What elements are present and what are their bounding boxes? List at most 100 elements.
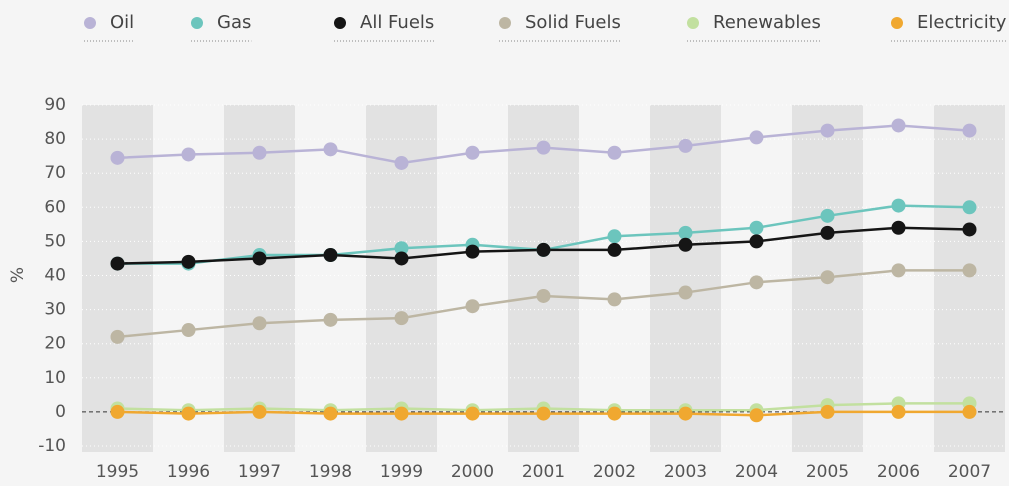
legend-label: All Fuels	[360, 12, 434, 33]
data-point	[181, 323, 196, 338]
data-point	[891, 220, 906, 235]
data-point	[607, 242, 622, 257]
data-point	[181, 254, 196, 269]
data-point	[678, 406, 693, 421]
data-point	[323, 312, 338, 327]
legend-marker	[687, 17, 699, 29]
data-point	[678, 285, 693, 300]
legend-label: Electricity	[917, 12, 1007, 33]
legend-marker	[84, 17, 96, 29]
data-point	[891, 198, 906, 213]
data-point	[465, 145, 480, 160]
legend-marker	[891, 17, 903, 29]
x-tick-label: 2004	[735, 462, 778, 482]
legend-label: Renewables	[713, 12, 821, 33]
data-point	[607, 292, 622, 307]
data-point	[394, 311, 409, 326]
data-point	[181, 147, 196, 162]
legend-marker	[191, 17, 203, 29]
data-point	[962, 404, 977, 419]
x-tick-label: 2006	[877, 462, 920, 482]
y-axis-label: %	[8, 267, 28, 283]
data-point	[820, 225, 835, 240]
data-point	[323, 406, 338, 421]
y-tick-label: 90	[44, 95, 66, 115]
data-point	[820, 270, 835, 285]
y-tick-label: 30	[44, 300, 66, 320]
data-point	[678, 237, 693, 252]
y-tick-label: 70	[44, 163, 66, 183]
data-point	[607, 229, 622, 244]
data-point	[749, 130, 764, 145]
data-point	[962, 123, 977, 138]
x-tick-label: 2002	[593, 462, 636, 482]
data-point	[465, 406, 480, 421]
data-point	[820, 123, 835, 138]
x-tick-label: 1999	[380, 462, 423, 482]
x-tick-label: 2000	[451, 462, 494, 482]
data-point	[323, 248, 338, 263]
column-band	[934, 105, 1005, 452]
data-point	[252, 404, 267, 419]
data-point	[607, 145, 622, 160]
data-point	[465, 244, 480, 259]
column-band	[650, 105, 721, 452]
data-point	[110, 404, 125, 419]
y-tick-label: -10	[38, 436, 66, 456]
x-tick-label: 2003	[664, 462, 707, 482]
column-band	[508, 105, 579, 452]
data-point	[749, 234, 764, 249]
data-point	[252, 316, 267, 331]
data-point	[536, 242, 551, 257]
data-point	[749, 408, 764, 423]
y-tick-label: 10	[44, 368, 66, 388]
data-point	[891, 263, 906, 278]
column-band	[224, 105, 295, 452]
data-point	[110, 150, 125, 165]
data-point	[110, 256, 125, 271]
data-point	[394, 251, 409, 266]
x-tick-label: 2007	[948, 462, 991, 482]
data-point	[110, 329, 125, 344]
data-point	[394, 406, 409, 421]
data-point	[536, 288, 551, 303]
y-tick-label: 50	[44, 231, 66, 251]
data-point	[536, 140, 551, 155]
y-tick-label: 80	[44, 129, 66, 149]
data-point	[820, 208, 835, 223]
data-point	[252, 145, 267, 160]
x-tick-label: 1995	[96, 462, 139, 482]
x-tick-label: 1996	[167, 462, 210, 482]
legend-marker	[499, 17, 511, 29]
data-point	[962, 222, 977, 237]
data-point	[607, 406, 622, 421]
data-point	[536, 406, 551, 421]
legend-label: Gas	[217, 12, 251, 33]
data-point	[678, 138, 693, 153]
data-point	[252, 251, 267, 266]
data-point	[323, 142, 338, 157]
y-tick-label: 60	[44, 197, 66, 217]
data-point	[891, 404, 906, 419]
legend-label: Oil	[110, 12, 134, 33]
data-point	[394, 241, 409, 256]
data-point	[465, 299, 480, 314]
data-point	[820, 404, 835, 419]
data-point	[678, 225, 693, 240]
data-point	[962, 200, 977, 215]
data-point	[749, 275, 764, 290]
x-tick-label: 2005	[806, 462, 849, 482]
data-point	[891, 118, 906, 133]
x-tick-label: 1998	[309, 462, 352, 482]
y-tick-label: 20	[44, 334, 66, 354]
data-point	[962, 263, 977, 278]
y-tick-label: 0	[55, 402, 66, 422]
legend-marker	[334, 17, 346, 29]
x-tick-label: 1997	[238, 462, 281, 482]
data-point	[181, 406, 196, 421]
data-point	[749, 220, 764, 235]
y-tick-label: 40	[44, 266, 66, 286]
data-point	[394, 155, 409, 170]
x-tick-label: 2001	[522, 462, 565, 482]
